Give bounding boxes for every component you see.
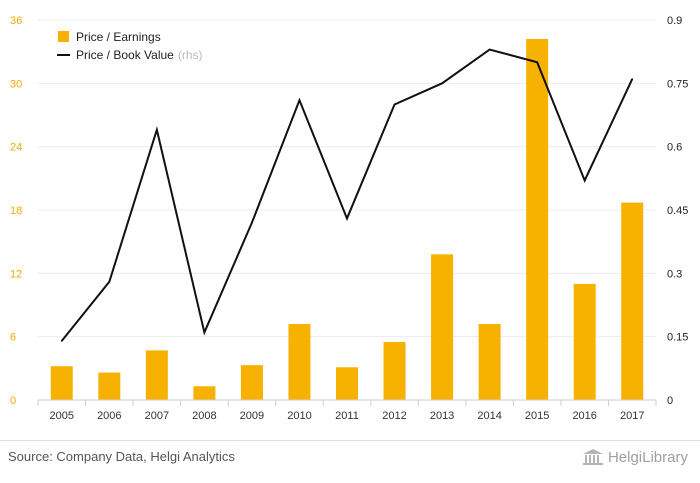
right-axis-tick-label: 0.6 [667,142,682,154]
x-axis-tick-label: 2006 [97,410,121,422]
point-price-book-value [108,280,111,283]
right-axis-tick-label: 0.45 [667,205,688,217]
point-price-book-value [346,217,348,220]
point-price-book-value [536,61,538,64]
source-note: Source: Company Data, Helgi Analytics [8,449,235,464]
legend-swatch-price-earnings [58,31,69,42]
left-axis-tick-label: 36 [10,15,22,27]
right-axis-tick-label: 0.9 [667,15,682,27]
bar-price-earnings [98,372,121,400]
point-price-book-value [441,82,443,85]
x-axis-tick-label: 2013 [430,410,454,422]
point-price-book-value [393,103,396,106]
line-series-price-book-value [60,48,634,342]
x-axis-tick-label: 2010 [287,410,311,422]
x-axis-tick-label: 2007 [145,410,169,422]
library-building-icon [582,449,603,465]
left-axis-tick-label: 24 [10,142,22,154]
left-axis-tick-label: 30 [10,78,22,90]
bar-price-earnings [50,366,73,400]
bar-price-earnings [431,254,454,400]
x-axis-tick-label: 2008 [192,410,216,422]
point-price-book-value [298,99,301,102]
point-price-book-value [583,179,586,182]
bar-series-price-earnings [50,39,644,400]
legend-label-price-book-value: Price / Book Value (rhs) [76,48,203,62]
bar-price-earnings [478,324,501,400]
bar-price-earnings [573,283,596,400]
helgi-library-logo: HelgiLibrary [582,446,688,468]
x-axis-tick-label: 2012 [382,410,406,422]
x-axis-tick-label: 2009 [240,410,264,422]
left-axis-tick-label: 0 [10,395,16,407]
x-axis-tick-label: 2015 [525,410,549,422]
right-axis-tick-label: 0 [667,395,673,407]
bar-price-earnings [336,367,358,400]
point-price-book-value [203,331,206,334]
legend-label-price-earnings: Price / Earnings [76,30,161,44]
left-axis-tick-label: 12 [10,268,22,280]
gridlines [38,19,656,338]
bar-price-earnings [621,202,644,400]
bar-price-earnings [383,341,406,400]
point-price-book-value [488,48,491,51]
chart: 0 6 12 18 24 30 36 0 0.15 0.3 0.45 0.6 0.75 0.9 2005 20… [10,15,688,422]
footer-divider [0,440,700,441]
point-price-book-value [631,78,634,80]
bar-price-earnings [526,39,549,400]
bar-price-earnings [288,324,311,400]
point-price-book-value [251,221,253,224]
left-axis-tick-label: 6 [10,332,16,344]
right-axis-tick-label: 0.15 [667,332,688,344]
legend: Price / Earnings Price / Book Value (rhs) [57,30,203,62]
left-axis-tick-label: 18 [10,205,22,217]
x-axis-tick-label: 2011 [335,410,359,422]
x-axis-tick-label: 2016 [572,410,596,422]
bar-price-earnings [240,365,263,400]
x-axis-tick-label: 2014 [477,410,501,422]
axes: 0 6 12 18 24 30 36 0 0.15 0.3 0.45 0.6 0.75 0.9 2005 20… [10,15,688,422]
x-axis-tick-label: 2005 [50,410,74,422]
right-axis-tick-label: 0.3 [667,268,682,280]
point-price-book-value [60,340,63,342]
x-axis-tick-label: 2017 [620,410,644,422]
bar-price-earnings [193,386,216,400]
right-axis-tick-label: 0.75 [667,78,688,90]
point-price-book-value [156,128,158,131]
bar-price-earnings [145,350,168,400]
logo-text: HelgiLibrary [607,448,688,466]
